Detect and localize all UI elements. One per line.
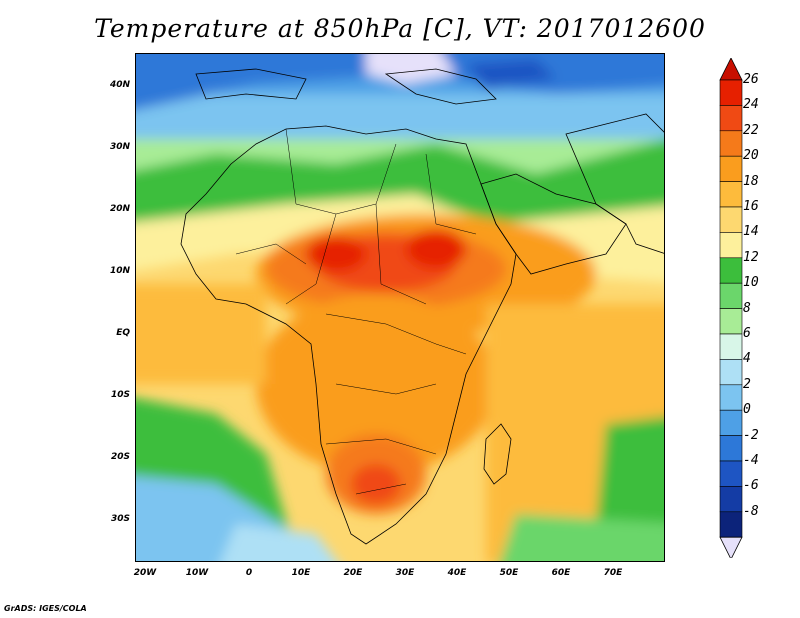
footer-credit: GrADS: IGES/COLA bbox=[4, 604, 87, 613]
colorbar-swatch bbox=[719, 308, 743, 335]
lat-label: 10S bbox=[110, 390, 130, 400]
colorbar-label: -8 bbox=[743, 503, 759, 519]
colorbar-under-arrow bbox=[719, 536, 743, 558]
colorbar-label: 18 bbox=[743, 173, 759, 189]
colorbar-label: 4 bbox=[743, 351, 751, 367]
colorbar-label: 2 bbox=[743, 376, 751, 392]
lat-label: 20N bbox=[109, 204, 130, 214]
map-canvas bbox=[136, 54, 664, 561]
colorbar-swatch bbox=[719, 486, 743, 513]
lon-label: 20E bbox=[343, 568, 363, 578]
colorbar-label: 24 bbox=[743, 97, 759, 113]
colorbar-swatch bbox=[719, 333, 743, 360]
colorbar-label: 10 bbox=[743, 275, 759, 291]
lon-label: 60E bbox=[551, 568, 571, 578]
colorbar-swatch bbox=[719, 409, 743, 436]
map-title: Temperature at 850hPa [C], VT: 201701260… bbox=[94, 14, 706, 43]
colorbar-swatch bbox=[719, 155, 743, 182]
lon-label: 10W bbox=[185, 568, 209, 578]
coastlines bbox=[180, 68, 664, 545]
lon-label: 0 bbox=[245, 568, 253, 578]
lat-label: 30S bbox=[110, 514, 130, 524]
colorbar-swatch bbox=[719, 359, 743, 386]
colorbar-label: 26 bbox=[743, 72, 759, 87]
colorbar bbox=[719, 58, 743, 558]
colorbar-swatch bbox=[719, 435, 743, 462]
lon-label: 70E bbox=[603, 568, 623, 578]
colorbar-over-arrow bbox=[719, 58, 743, 81]
colorbar-label: 0 bbox=[743, 402, 751, 418]
lon-label: 40E bbox=[447, 568, 467, 578]
temperature-field bbox=[136, 54, 664, 561]
lon-label: 30E bbox=[395, 568, 415, 578]
lon-label: 50E bbox=[499, 568, 519, 578]
lat-label: 40N bbox=[109, 80, 130, 90]
colorbar-swatch bbox=[719, 79, 743, 106]
colorbar-label: 8 bbox=[743, 300, 751, 316]
colorbar-label: 14 bbox=[743, 224, 759, 240]
colorbar-swatch bbox=[719, 511, 743, 538]
colorbar-swatch bbox=[719, 181, 743, 208]
colorbar-label: -4 bbox=[743, 453, 759, 468]
lon-label: 10E bbox=[291, 568, 311, 578]
lat-label: 10N bbox=[109, 266, 130, 276]
colorbar-swatch bbox=[719, 460, 743, 487]
colorbar-label: 12 bbox=[743, 249, 759, 265]
colorbar-swatch bbox=[719, 257, 743, 284]
colorbar-label: 22 bbox=[743, 122, 759, 138]
country-borders bbox=[235, 128, 477, 495]
lon-label: 20W bbox=[133, 568, 157, 578]
colorbar-swatch bbox=[719, 232, 743, 259]
colorbar-label: 16 bbox=[743, 199, 759, 214]
colorbar-swatch bbox=[719, 206, 743, 233]
colorbar-swatch bbox=[719, 282, 743, 309]
temperature-map bbox=[135, 53, 665, 562]
colorbar-label: -6 bbox=[743, 478, 759, 494]
lat-label: 20S bbox=[110, 452, 130, 462]
lat-label: 30N bbox=[109, 142, 130, 152]
colorbar-label: -2 bbox=[743, 427, 759, 443]
lat-label: EQ bbox=[116, 328, 130, 338]
colorbar-swatch bbox=[719, 130, 743, 157]
colorbar-label: 6 bbox=[743, 326, 751, 341]
colorbar-swatch bbox=[719, 105, 743, 132]
colorbar-swatch bbox=[719, 384, 743, 411]
colorbar-label: 20 bbox=[743, 148, 759, 164]
